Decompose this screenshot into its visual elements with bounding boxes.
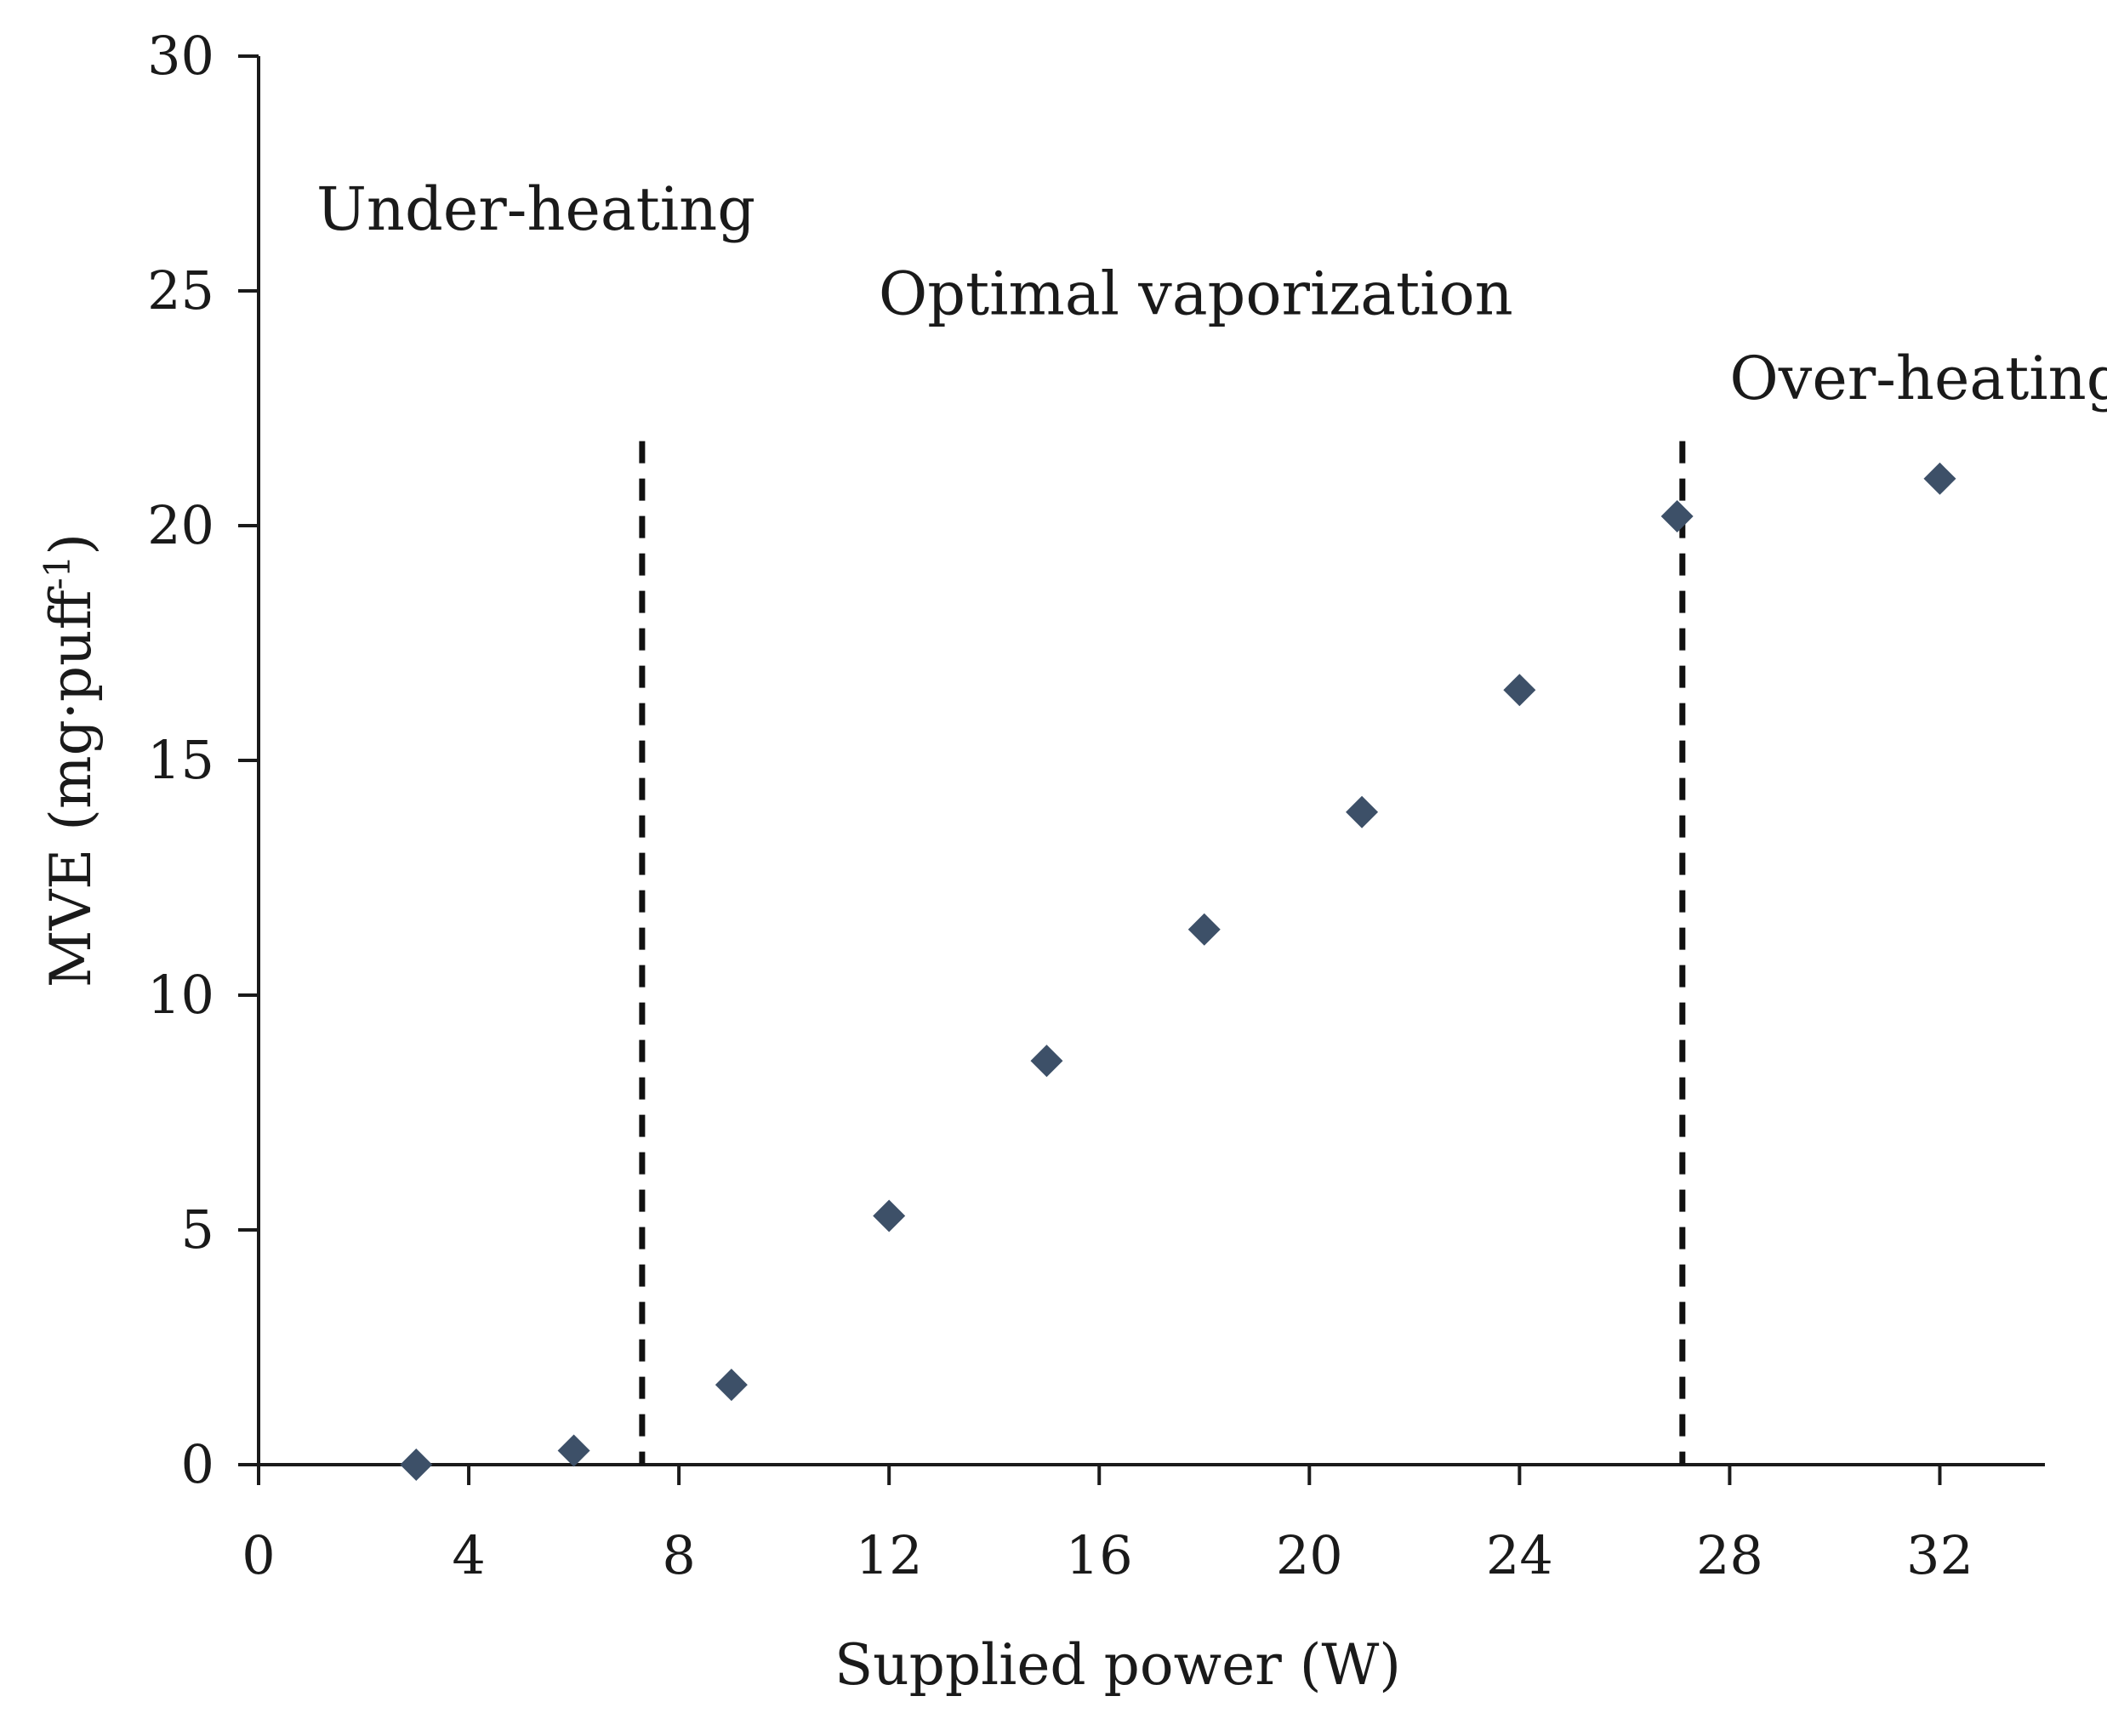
data-point-diamond xyxy=(715,1369,748,1402)
data-point-diamond xyxy=(1660,499,1694,532)
x-tick-label: 4 xyxy=(452,1524,485,1586)
y-axis-title-main: MVE (mg·puff xyxy=(38,586,104,988)
x-tick-label: 12 xyxy=(856,1524,923,1586)
data-point-diamond xyxy=(1503,674,1536,707)
data-point-diamond xyxy=(400,1449,433,1481)
data-point-diamond xyxy=(1346,795,1379,828)
region-label: Optimal vaporization xyxy=(879,259,1513,329)
y-axis-title-suffix: ) xyxy=(38,533,104,555)
x-tick-label: 28 xyxy=(1696,1524,1763,1586)
ticks: 0 5 10 15 20 25 30 0 4 8 12 16 20 24 28 32 xyxy=(147,25,1973,1586)
y-tick-label: 15 xyxy=(147,729,214,791)
data-point-diamond xyxy=(873,1199,906,1232)
x-tick-label: 20 xyxy=(1276,1524,1343,1586)
y-tick-label: 10 xyxy=(147,964,214,1026)
x-tick-label: 32 xyxy=(1906,1524,1973,1586)
y-tick-label: 0 xyxy=(181,1433,214,1495)
y-tick-label: 25 xyxy=(147,259,214,322)
threshold-lines xyxy=(639,441,1686,1465)
y-axis-title-superscript: -1 xyxy=(37,555,78,590)
x-tick-label: 0 xyxy=(242,1524,275,1586)
y-tick-label: 20 xyxy=(147,494,214,556)
x-tick-label: 24 xyxy=(1486,1524,1553,1586)
y-tick-label: 30 xyxy=(147,25,214,87)
data-point-diamond xyxy=(557,1434,590,1467)
data-point-diamond xyxy=(1923,462,1956,495)
y-axis-title: MVE (mg·puff-1) xyxy=(37,533,105,988)
data-points xyxy=(400,462,1956,1481)
data-point-diamond xyxy=(1187,913,1221,946)
y-tick-label: 5 xyxy=(181,1198,214,1261)
x-tick-label: 16 xyxy=(1066,1524,1133,1586)
x-axis-title: Supplied power (W) xyxy=(834,1632,1401,1698)
data-point-diamond xyxy=(1030,1044,1063,1078)
x-tick-label: 8 xyxy=(662,1524,695,1586)
region-label: Over-heating xyxy=(1729,344,2107,413)
region-label: Under-heating xyxy=(316,174,755,244)
region-annotations: Under-heating Optimal vaporization Over-he… xyxy=(316,174,2107,413)
